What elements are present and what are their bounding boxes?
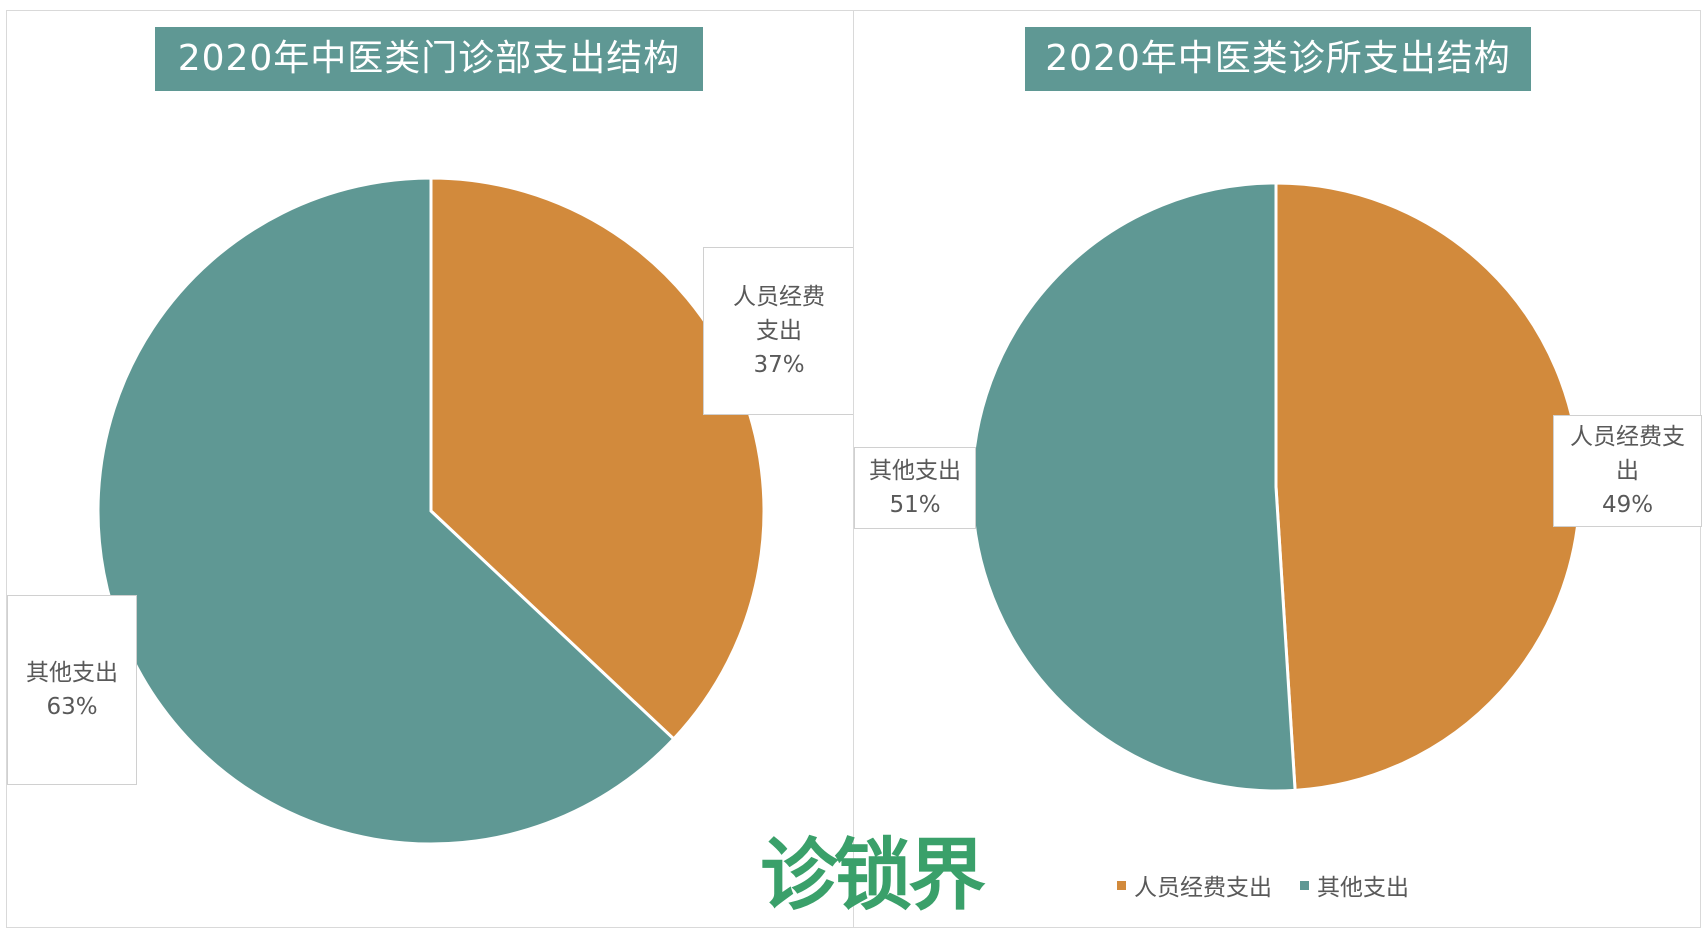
data-label-staff-line2: 出 [1616,458,1639,484]
legend-label-other: 其他支出 [1317,875,1409,901]
chart-title: 2020年中医类门诊部支出结构 [155,27,703,91]
chart-title: 2020年中医类诊所支出结构 [1025,27,1531,91]
pie-chart-panel-outpatient: 2020年中医类门诊部支出结构 人员经费 支出 37% 其他支出 63% [6,10,855,928]
legend-item-other: 其他支出 [1300,868,1409,902]
legend-swatch-staff [1117,880,1126,890]
chart-legend: 人员经费支出 其他支出 [1117,868,1437,902]
watermark-logo: 诊锁界 [760,831,986,921]
pie-slice-staff [1274,181,1582,792]
data-label-staff-line1: 人员经费 [733,284,825,310]
legend-label-staff: 人员经费支出 [1134,875,1272,901]
data-label-other-percent: 51% [889,492,941,518]
data-label-other-line1: 其他支出 [26,660,118,686]
pie-chart-svg [96,176,766,846]
data-label-other: 其他支出 63% [7,595,137,785]
legend-swatch-other [1300,880,1309,890]
legend-item-staff: 人员经费支出 [1117,868,1272,902]
data-label-staff-line2: 支出 [756,318,802,344]
data-label-staff: 人员经费 支出 37% [703,247,855,415]
pie-chart-svg [970,181,1582,793]
pie-chart-panel-clinic: 2020年中医类诊所支出结构 人员经费支 出 49% 其他支出 51% 人员经费… [853,10,1702,928]
pie-slice-other [970,181,1297,793]
data-label-other-percent: 63% [46,694,98,720]
data-label-other-line1: 其他支出 [869,458,961,484]
data-label-staff-line1: 人员经费支 [1570,424,1685,450]
data-label-staff-percent: 49% [1601,492,1654,518]
data-label-staff-percent: 37% [753,352,805,378]
data-label-other: 其他支出 51% [854,447,976,529]
data-label-staff: 人员经费支 出 49% [1553,415,1702,527]
